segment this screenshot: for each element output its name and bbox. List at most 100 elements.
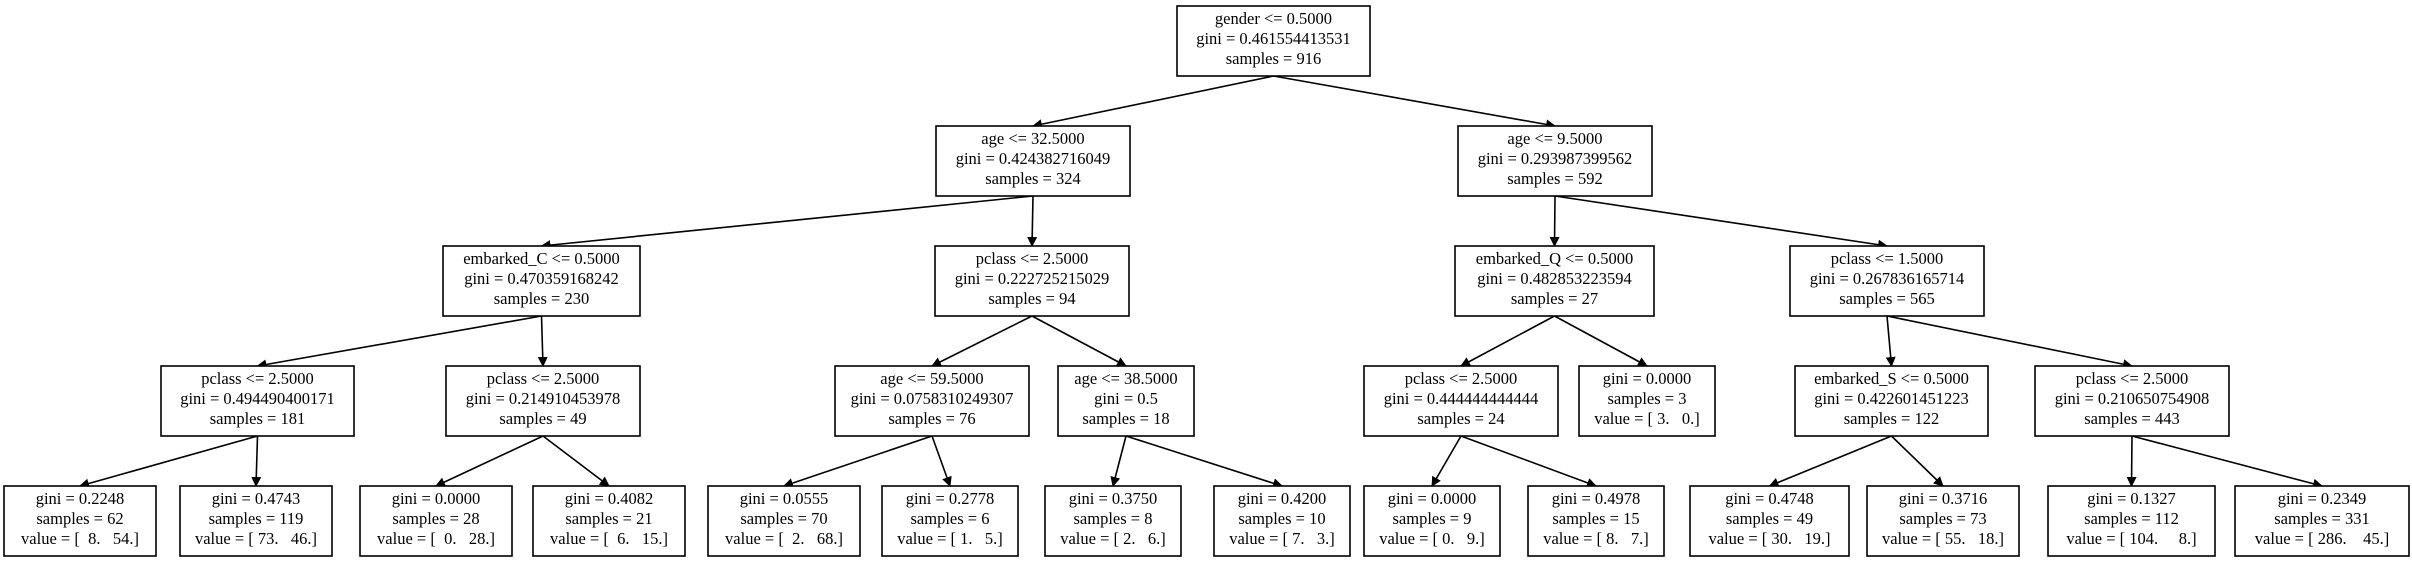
node-text-line: gini = 0.470359168242 — [464, 269, 619, 288]
node-text-line: samples = 15 — [1552, 509, 1639, 528]
node-text-line: samples = 230 — [494, 289, 589, 308]
node-text-line: gini = 0.214910453978 — [466, 389, 621, 408]
node-text-line: embarked_C <= 0.5000 — [463, 249, 620, 268]
node-text-line: value = [ 73. 46.] — [195, 529, 317, 548]
node-box — [442, 245, 641, 317]
node-text-line: gini = 0.210650754908 — [2055, 389, 2210, 408]
node-box — [1689, 485, 1850, 557]
edge-arrow — [1885, 315, 1896, 367]
node-box — [1213, 485, 1351, 557]
node-text-line: samples = 27 — [1511, 289, 1598, 308]
edge-arrow — [540, 195, 1034, 251]
node-box — [1363, 485, 1501, 557]
node-text-line: gini = 0.461554413531 — [1196, 29, 1351, 48]
edge-arrow — [1032, 75, 1274, 130]
node-box — [1457, 125, 1653, 197]
node-text-line: value = [ 6. 15.] — [550, 529, 668, 548]
node-text-line: samples = 70 — [740, 509, 827, 528]
node-text-line: samples = 73 — [1899, 509, 1986, 528]
edge-n8-n17 — [435, 435, 544, 487]
node-text-line: age <= 9.5000 — [1507, 129, 1602, 148]
node-text-line: samples = 28 — [392, 509, 479, 528]
node-box — [1794, 365, 1989, 437]
node-box — [445, 365, 641, 437]
edge-arrow — [1768, 435, 1892, 488]
edge-n8-n18 — [542, 435, 610, 487]
node-text-line: pclass <= 2.5000 — [201, 369, 314, 388]
node-text-line: gini = 0.4200 — [1238, 489, 1327, 508]
node-text-line: samples = 122 — [1844, 409, 1939, 428]
node-text-line: value = [ 1. 5.] — [897, 529, 1003, 548]
edge-arrow — [2126, 435, 2137, 487]
node-text-line: value = [ 2. 68.] — [725, 529, 843, 548]
node-text-line: samples = 3 — [1608, 389, 1687, 408]
node-text-line: value = [ 7. 3.] — [1229, 529, 1335, 548]
edge-n1-n3 — [540, 195, 1034, 251]
node-box — [2034, 365, 2230, 437]
node-text-line: samples = 8 — [1074, 509, 1153, 528]
node-text-line: gini = 0.4748 — [1725, 489, 1814, 508]
node-text-line: samples = 916 — [1226, 49, 1321, 68]
node-box — [1454, 245, 1655, 317]
node-text-line: value = [ 2. 6.] — [1060, 529, 1166, 548]
edge-arrow — [1031, 315, 1127, 367]
node-text-line: pclass <= 1.5000 — [1831, 249, 1944, 268]
node-text-line: samples = 565 — [1839, 289, 1934, 308]
edge-arrow — [1431, 435, 1462, 487]
edge-n14-n28 — [2131, 435, 2323, 489]
edge-n9-n20 — [931, 435, 952, 487]
edge-n10-n22 — [1125, 435, 1283, 489]
node-text-line: gini = 0.5 — [1094, 389, 1158, 408]
node-box — [881, 485, 1019, 557]
node-text-line: samples = 24 — [1417, 409, 1504, 428]
node-text-line: age <= 32.5000 — [981, 129, 1084, 148]
node-text-line: gini = 0.267836165714 — [1810, 269, 1965, 288]
edge-n0-n2 — [1273, 75, 1556, 130]
node-text-line: gini = 0.293987399562 — [1478, 149, 1633, 168]
node-text-line: samples = 49 — [499, 409, 586, 428]
edge-arrow — [931, 315, 1033, 367]
edge-arrow — [1273, 75, 1556, 130]
edge-arrow — [783, 435, 933, 488]
edge-n2-n5 — [1549, 195, 1560, 247]
edge-n3-n8 — [537, 315, 548, 367]
node-box — [3, 485, 157, 557]
edge-n2-n6 — [1554, 195, 1888, 250]
node-text-line: value = [ 30. 19.] — [1708, 529, 1830, 548]
edge-arrow — [79, 435, 258, 489]
node-text-line: gini = 0.2349 — [2278, 489, 2367, 508]
node-text-line: gini = 0.3716 — [1899, 489, 1988, 508]
edge-arrow — [537, 315, 548, 367]
edge-n14-n27 — [2126, 435, 2137, 487]
node-box — [179, 485, 333, 557]
edge-arrow — [1110, 435, 1127, 487]
edge-n6-n13 — [1885, 315, 1896, 367]
edge-n6-n14 — [1886, 315, 2133, 370]
node-text-line: gini = 0.0000 — [392, 489, 481, 508]
node-text-line: samples = 181 — [210, 409, 305, 428]
node-text-line: value = [ 8. 7.] — [1543, 529, 1649, 548]
edge-arrow — [256, 315, 542, 370]
edge-n11-n23 — [1431, 435, 1462, 487]
node-text-line: samples = 18 — [1082, 409, 1169, 428]
node-box — [934, 245, 1130, 317]
node-text-line: age <= 59.5000 — [880, 369, 983, 388]
node-text-line: samples = 592 — [1507, 169, 1602, 188]
